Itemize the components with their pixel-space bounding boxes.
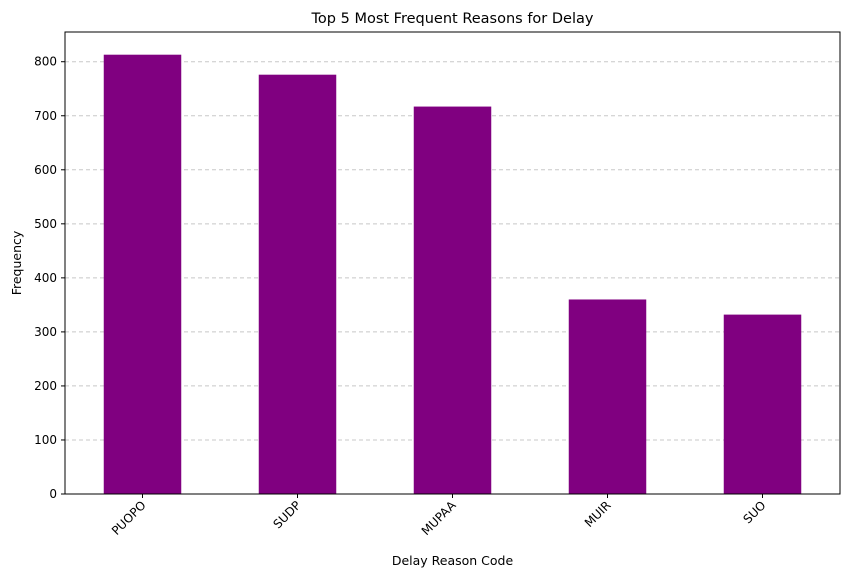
y-axis-ticks: 0 100 200 300 400 500 600 700 800 <box>34 55 65 501</box>
y-tick-label: 300 <box>34 325 57 339</box>
bars <box>103 54 802 495</box>
x-tick-label: SUDP <box>270 498 303 531</box>
x-tick-label: SUO <box>740 498 768 526</box>
chart-title: Top 5 Most Frequent Reasons for Delay <box>311 11 594 27</box>
y-tick-label: 700 <box>34 109 57 123</box>
x-tick-label: MUPAA <box>419 498 459 538</box>
bar-muir <box>568 299 647 494</box>
x-axis-label: Delay Reason Code <box>392 553 514 568</box>
bar-suo <box>723 314 802 494</box>
y-tick-label: 600 <box>34 163 57 177</box>
bar-mupaa <box>413 106 492 494</box>
y-tick-label: 0 <box>49 487 57 501</box>
y-tick-label: 800 <box>34 55 57 69</box>
x-tick-label: PUOPO <box>109 498 149 538</box>
y-tick-label: 500 <box>34 217 57 231</box>
y-tick-label: 200 <box>34 379 57 393</box>
y-tick-label: 100 <box>34 433 57 447</box>
x-tick-label: MUIR <box>582 498 614 530</box>
x-axis-ticks: PUOPO SUDP MUPAA MUIR SUO <box>109 494 769 538</box>
bar-sudp <box>258 74 337 495</box>
y-axis-label: Frequency <box>9 230 24 295</box>
bar-puopo <box>103 54 182 495</box>
y-tick-label: 400 <box>34 271 57 285</box>
